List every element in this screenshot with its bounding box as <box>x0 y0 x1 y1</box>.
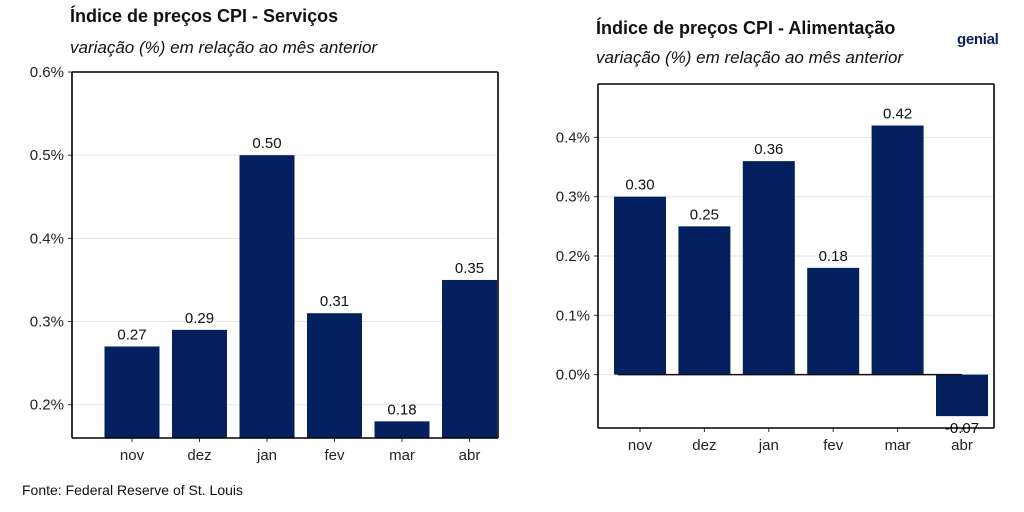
chart-2-data-label: 0.25 <box>690 206 719 223</box>
chart-1-y-tick-label: 0.6% <box>30 64 64 81</box>
chart-1-x-tick-label: abr <box>459 447 481 464</box>
chart-1-x-tick-label: mar <box>389 447 415 464</box>
chart-2-x-tick-label: jan <box>758 437 779 454</box>
chart-1-subtitle: variação (%) em relação ao mês anterior <box>70 38 378 57</box>
chart-2-title: Índice de preços CPI - Alimentação <box>596 18 896 38</box>
chart-1-x-tick-label: jan <box>256 447 277 464</box>
chart-1-bar-jan <box>239 155 295 438</box>
chart-1-bar-fev <box>307 313 362 438</box>
chart-2-bar-dez <box>678 226 731 375</box>
chart-2-y-tick-label: 0.4% <box>556 129 590 146</box>
chart-2-x-tick-label: nov <box>628 437 653 454</box>
chart-2-y-tick-label: 0.3% <box>556 189 590 206</box>
chart-2-bar-nov <box>614 196 666 375</box>
chart-1-data-label: 0.31 <box>320 293 349 310</box>
chart-1-data-label: 0.18 <box>387 401 416 418</box>
chart-1-title: Índice de preços CPI - Serviços <box>70 6 339 26</box>
chart-2-y-tick-label: 0.0% <box>556 367 590 384</box>
chart-2-y-tick-label: 0.1% <box>556 307 590 324</box>
chart-2-bar-abr <box>936 374 988 417</box>
chart-2-bar-mar <box>871 125 924 375</box>
chart-2-subtitle: variação (%) em relação ao mês anterior <box>596 48 904 67</box>
source-note: Fonte: Federal Reserve of St. Louis <box>22 482 243 498</box>
chart-1-x-tick-label: dez <box>187 447 211 464</box>
chart-1-data-label: 0.50 <box>252 135 281 152</box>
genial-logo: genial <box>957 31 999 48</box>
chart-1-data-label: 0.27 <box>117 327 146 344</box>
chart-2-data-label: 0.18 <box>819 248 848 265</box>
chart-1-y-tick-label: 0.3% <box>30 314 64 331</box>
chart-2-y-tick-label: 0.2% <box>556 248 590 265</box>
chart-1-data-label: 0.35 <box>455 260 484 277</box>
chart-2-x-tick-label: fev <box>823 437 844 454</box>
chart-2-data-label: 0.36 <box>754 141 783 158</box>
chart-1-y-tick-label: 0.4% <box>30 230 64 247</box>
chart-1-x-tick-label: fev <box>324 447 345 464</box>
chart-1-x-tick-label: nov <box>120 447 145 464</box>
chart-1-y-tick-label: 0.5% <box>30 147 64 164</box>
chart-2-x-tick-label: mar <box>885 437 911 454</box>
chart-2-bar-fev <box>807 267 860 375</box>
chart-1-bar-nov <box>104 346 160 438</box>
chart-1-bar-dez <box>172 329 227 438</box>
chart-2-data-label: 0.30 <box>625 177 654 194</box>
chart-2-x-tick-label: dez <box>692 437 716 454</box>
chart-2-x-tick-label: abr <box>951 437 973 454</box>
chart-2-data-label: 0.42 <box>883 106 912 123</box>
chart-1-bar-mar <box>374 421 430 438</box>
chart-1-y-tick-label: 0.2% <box>30 397 64 414</box>
chart-2-bar-jan <box>742 161 795 375</box>
chart-1-bar-abr <box>442 279 497 438</box>
chart-1-data-label: 0.29 <box>185 310 214 327</box>
